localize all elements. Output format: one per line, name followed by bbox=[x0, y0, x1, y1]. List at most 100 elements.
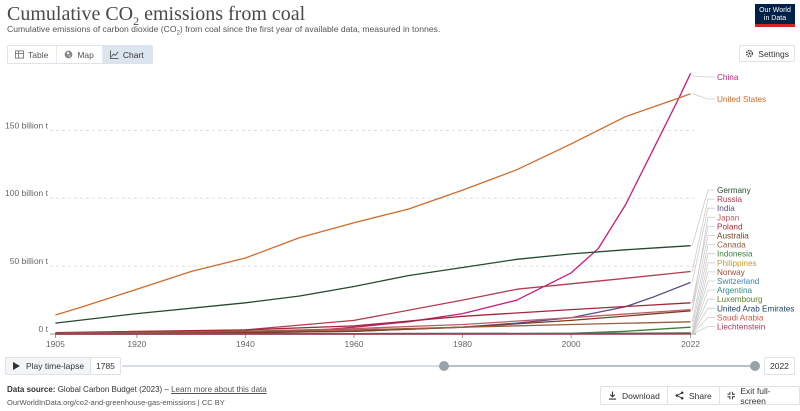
series-label: China bbox=[717, 73, 739, 82]
tab-chart[interactable]: Chart bbox=[102, 46, 152, 63]
series-label-connector bbox=[691, 253, 715, 328]
series-line bbox=[55, 302, 691, 334]
series-label: Japan bbox=[717, 213, 740, 222]
settings-button[interactable]: Settings bbox=[739, 45, 795, 62]
source-label: Data source: bbox=[7, 385, 56, 394]
download-button[interactable]: Download bbox=[600, 386, 668, 405]
series-label: United Arab Emirates bbox=[717, 304, 794, 313]
exit-fullscreen-button[interactable]: Exit full-screen bbox=[719, 385, 800, 406]
series-label-connector bbox=[691, 189, 715, 246]
series-label-connector bbox=[691, 198, 715, 272]
series-label: Canada bbox=[717, 241, 746, 250]
logo-line-1: Our World bbox=[759, 7, 791, 14]
series-label: Argentina bbox=[717, 286, 752, 295]
logo-line-2: in Data bbox=[763, 15, 787, 22]
series-label: Germany bbox=[717, 186, 752, 195]
subtitle-subscript: 2 bbox=[176, 30, 180, 37]
chart-subtitle: Cumulative emissions of carbon dioxide (… bbox=[7, 24, 440, 37]
series-label-connector bbox=[691, 280, 715, 334]
series-label-connector bbox=[691, 235, 715, 311]
gear-icon bbox=[746, 49, 754, 58]
series-line bbox=[55, 321, 691, 334]
learn-more-link[interactable]: Learn more about this data bbox=[171, 385, 267, 394]
series-label-connector bbox=[691, 307, 715, 335]
tab-map-label: Map bbox=[77, 49, 94, 60]
source-text: Global Carbon Budget (2023) – bbox=[55, 385, 172, 394]
y-tick-label: 0 t bbox=[39, 324, 49, 334]
end-year-box[interactable]: 2022 bbox=[764, 357, 795, 375]
series-label-connector bbox=[692, 93, 715, 100]
start-year-box[interactable]: 1785 bbox=[90, 357, 121, 375]
series-label-connector bbox=[691, 316, 715, 335]
series-label-connector bbox=[692, 75, 715, 78]
title-text: Cumulative CO bbox=[7, 3, 134, 25]
timeline-end-handle[interactable] bbox=[750, 361, 760, 371]
owid-logo[interactable]: Our World in Data bbox=[755, 4, 795, 27]
series-line bbox=[55, 73, 692, 335]
download-label: Download bbox=[622, 390, 660, 401]
tab-table-label: Table bbox=[28, 49, 49, 60]
series-line bbox=[55, 93, 691, 316]
series-line bbox=[55, 310, 691, 335]
series-label-connector bbox=[691, 244, 715, 322]
share-label: Share bbox=[689, 390, 712, 401]
series-label-connector bbox=[691, 207, 715, 283]
chart-title: Cumulative CO2 emissions from coal bbox=[7, 3, 305, 29]
series-label-connector bbox=[692, 326, 715, 335]
series-label: Luxembourg bbox=[717, 295, 763, 304]
view-tabs: Table Map Chart bbox=[7, 45, 153, 64]
title-subscript: 2 bbox=[133, 14, 140, 28]
x-tick-label: 2022 bbox=[681, 339, 700, 349]
series-label-connector bbox=[691, 262, 715, 333]
start-year: 1785 bbox=[96, 361, 115, 371]
exit-fullscreen-icon bbox=[727, 391, 735, 400]
tab-table[interactable]: Table bbox=[8, 46, 58, 63]
series-label: India bbox=[717, 204, 735, 213]
download-icon bbox=[608, 391, 617, 400]
exit-fullscreen-label: Exit full-screen bbox=[740, 385, 771, 406]
x-tick-label: 1905 bbox=[46, 339, 65, 349]
globe-icon bbox=[64, 50, 73, 59]
x-tick-label: 2000 bbox=[562, 339, 581, 349]
series-label: Liechtenstein bbox=[717, 323, 766, 332]
source-url[interactable]: OurWorldInData.org/co2-and-greenhouse-ga… bbox=[7, 398, 225, 407]
timeline: Play time-lapse 1785 2022 bbox=[0, 357, 800, 377]
series-label-connector bbox=[691, 271, 715, 334]
series-label: Indonesia bbox=[717, 250, 753, 259]
x-tick-label: 1940 bbox=[236, 339, 255, 349]
series-label: Russia bbox=[717, 195, 742, 204]
timeline-track[interactable] bbox=[122, 365, 754, 367]
play-timelapse-button[interactable]: Play time-lapse bbox=[5, 357, 93, 375]
share-icon bbox=[675, 391, 684, 400]
series-label: Poland bbox=[717, 222, 743, 231]
series-label: Australia bbox=[717, 232, 749, 241]
series-label-connector bbox=[691, 298, 715, 334]
x-tick-label: 1960 bbox=[345, 339, 364, 349]
settings-label: Settings bbox=[758, 48, 789, 59]
play-icon bbox=[13, 362, 20, 370]
tab-map[interactable]: Map bbox=[57, 46, 103, 63]
series-label: Philippines bbox=[717, 259, 757, 268]
x-tick-label: 1980 bbox=[453, 339, 472, 349]
series-label-connector bbox=[691, 225, 715, 303]
y-tick-label: 50 billion t bbox=[10, 256, 49, 266]
subtitle-text: Cumulative emissions of carbon dioxide (… bbox=[7, 24, 177, 34]
line-chart-icon bbox=[109, 50, 119, 59]
series-label: Norway bbox=[717, 268, 746, 277]
series-label: United States bbox=[717, 95, 766, 104]
line-chart: 0 t 50 billion t 100 billion t 150 billion … bbox=[5, 73, 794, 349]
timeline-start-handle[interactable] bbox=[439, 361, 449, 371]
series-label: Switzerland bbox=[717, 277, 760, 286]
share-button[interactable]: Share bbox=[667, 386, 720, 405]
y-tick-label: 150 billion t bbox=[5, 120, 49, 130]
timeline-selected-range bbox=[444, 365, 754, 367]
series-label: Saudi Arabia bbox=[717, 313, 764, 322]
subtitle-text-tail: ) from coal since the first year of avai… bbox=[179, 24, 441, 34]
end-year: 2022 bbox=[770, 361, 789, 371]
series-label-connector bbox=[691, 289, 715, 334]
tab-chart-label: Chart bbox=[122, 49, 144, 60]
series-line bbox=[55, 245, 691, 324]
x-tick-label: 1920 bbox=[127, 339, 146, 349]
table-icon bbox=[15, 50, 24, 59]
play-label: Play time-lapse bbox=[26, 361, 85, 371]
